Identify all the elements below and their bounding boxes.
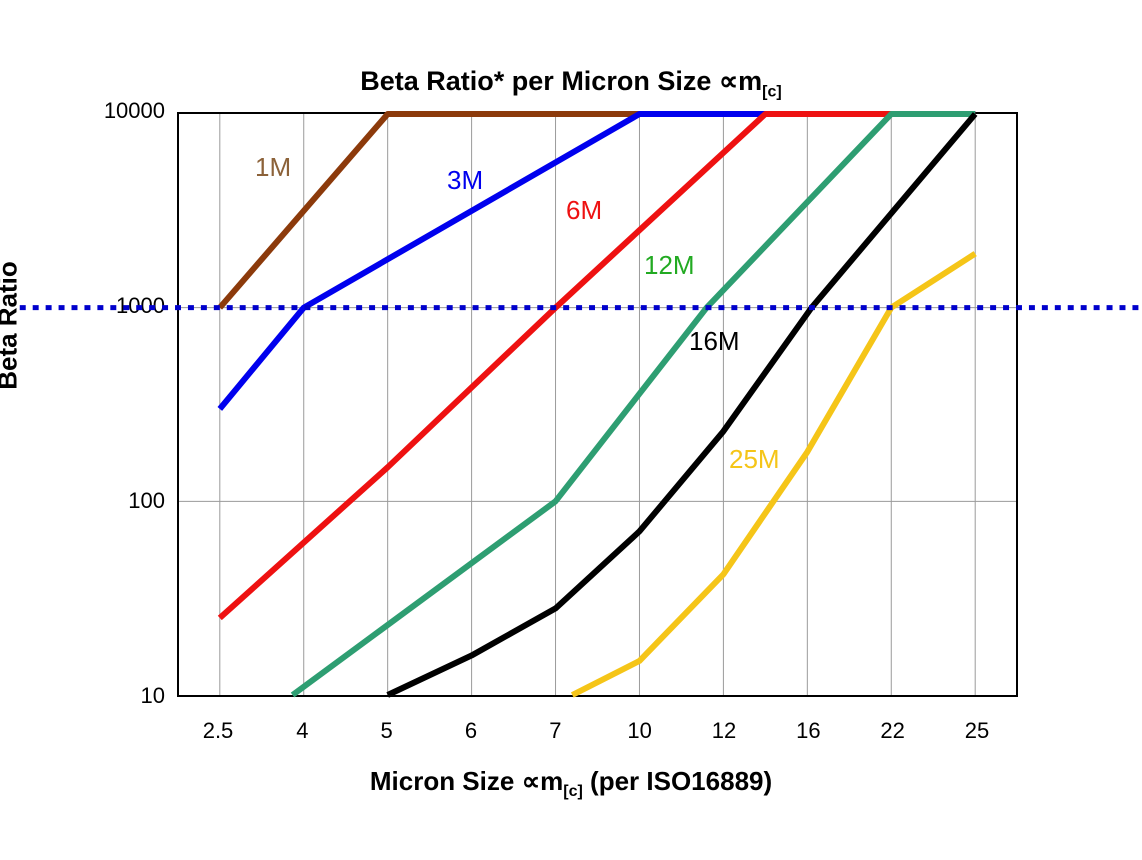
y-axis-title: Beta Ratio <box>0 261 23 390</box>
x-tick-label: 22 <box>880 718 905 743</box>
chart-title-symbol: ∝m <box>718 66 763 96</box>
plot-area <box>19 111 1141 698</box>
series-label-6m: 6M <box>566 195 603 225</box>
series-line-6m <box>217 111 976 621</box>
chart-title-main: Beta Ratio* per Micron Size <box>360 66 719 96</box>
x-axis-title-symbol: ∝m <box>521 766 564 796</box>
series-label-1m: 1M <box>255 152 292 182</box>
series-label-3m: 3M <box>447 165 484 195</box>
x-tick-label: 12 <box>711 718 737 743</box>
x-tick-label: 10 <box>627 718 652 743</box>
series-label-16m: 16M <box>689 326 740 356</box>
y-tick-label: 10 <box>140 683 165 708</box>
x-tick-label: 2.5 <box>202 718 234 743</box>
series-line-3m <box>217 111 976 411</box>
series-line-16m <box>386 112 978 698</box>
x-axis-title-main: Micron Size <box>369 766 522 796</box>
chart-title-subscript: [c] <box>762 83 782 101</box>
y-tick-label: 10000 <box>103 98 165 123</box>
series-lines <box>19 111 1141 698</box>
x-tick-label: 4 <box>296 718 309 743</box>
x-tick-label: 6 <box>464 718 478 743</box>
x-tick-label: 16 <box>796 718 821 743</box>
x-tick-label: 5 <box>380 718 393 743</box>
series-label-12m: 12M <box>644 250 695 280</box>
x-axis-title-subscript: [c] <box>563 783 583 801</box>
series-label-25m: 25M <box>729 444 780 474</box>
x-tick-label: 25 <box>964 718 990 743</box>
x-axis-title-tail: (per ISO16889) <box>582 766 773 796</box>
series-line-12m <box>290 111 976 698</box>
y-tick-label: 100 <box>128 488 165 513</box>
chart-title: Beta Ratio* per Micron Size ∝m[c] <box>0 66 1142 101</box>
x-axis-title: Micron Size ∝m[c] (per ISO16889) <box>0 766 1142 801</box>
x-tick-label: 7 <box>549 718 562 743</box>
series-line-25m <box>570 251 977 698</box>
